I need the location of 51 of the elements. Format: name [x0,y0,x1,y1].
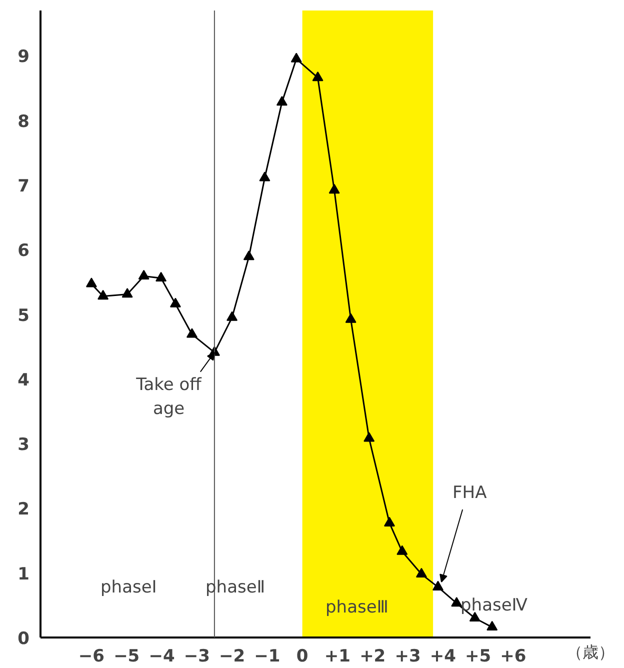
point [243,250,254,260]
point [486,620,498,631]
point [345,313,356,323]
y-tick-label: 9 [18,47,30,68]
x-tick-label: +5 [465,646,492,666]
point [276,96,288,106]
x-tick-label: +3 [394,646,421,666]
point [259,172,270,182]
point [98,290,109,300]
y-tick-label: 3 [18,435,30,456]
point [328,184,340,194]
point [226,311,238,321]
x-tick-label: −3 [184,646,210,666]
point [122,288,133,298]
point [138,270,150,280]
y-tick-label: 7 [18,176,30,197]
point [432,580,444,590]
y-tick-label: 2 [18,500,30,520]
point [416,568,427,578]
y-tick-label: 8 [18,112,30,132]
annotation: phaseⅠ [100,578,157,598]
y-tick-label: 0 [18,629,30,649]
x-tick-label: +2 [360,646,386,666]
x-tick-label: −1 [254,646,280,666]
point [384,516,395,526]
x-tick-label: −5 [114,646,140,666]
point [290,52,302,62]
y-tick-label: 5 [18,306,30,326]
point [86,278,97,288]
x-tick-label: +1 [324,646,351,666]
annotation: Take off age [135,375,203,420]
point [451,596,462,607]
point [186,328,198,338]
annotation: phaseⅢ [326,598,389,618]
x-tick-label: −4 [148,646,175,666]
y-tick-label: 4 [18,370,30,390]
x-axis-title: （歳） [566,642,614,662]
point [364,432,375,442]
x-tick-label: +4 [430,646,456,666]
annotation: FHA [452,483,488,504]
annotation: phaseⅣ [460,596,528,616]
y-tick-label: 6 [18,241,30,262]
y-tick-label: 1 [18,564,30,584]
x-tick-label: 0 [296,646,308,666]
point [156,272,167,282]
point [396,545,408,555]
x-tick-label: +6 [500,646,526,666]
point [312,71,324,82]
x-tick-label: −2 [218,646,246,666]
x-tick-label: −6 [78,646,104,666]
point [170,298,181,308]
